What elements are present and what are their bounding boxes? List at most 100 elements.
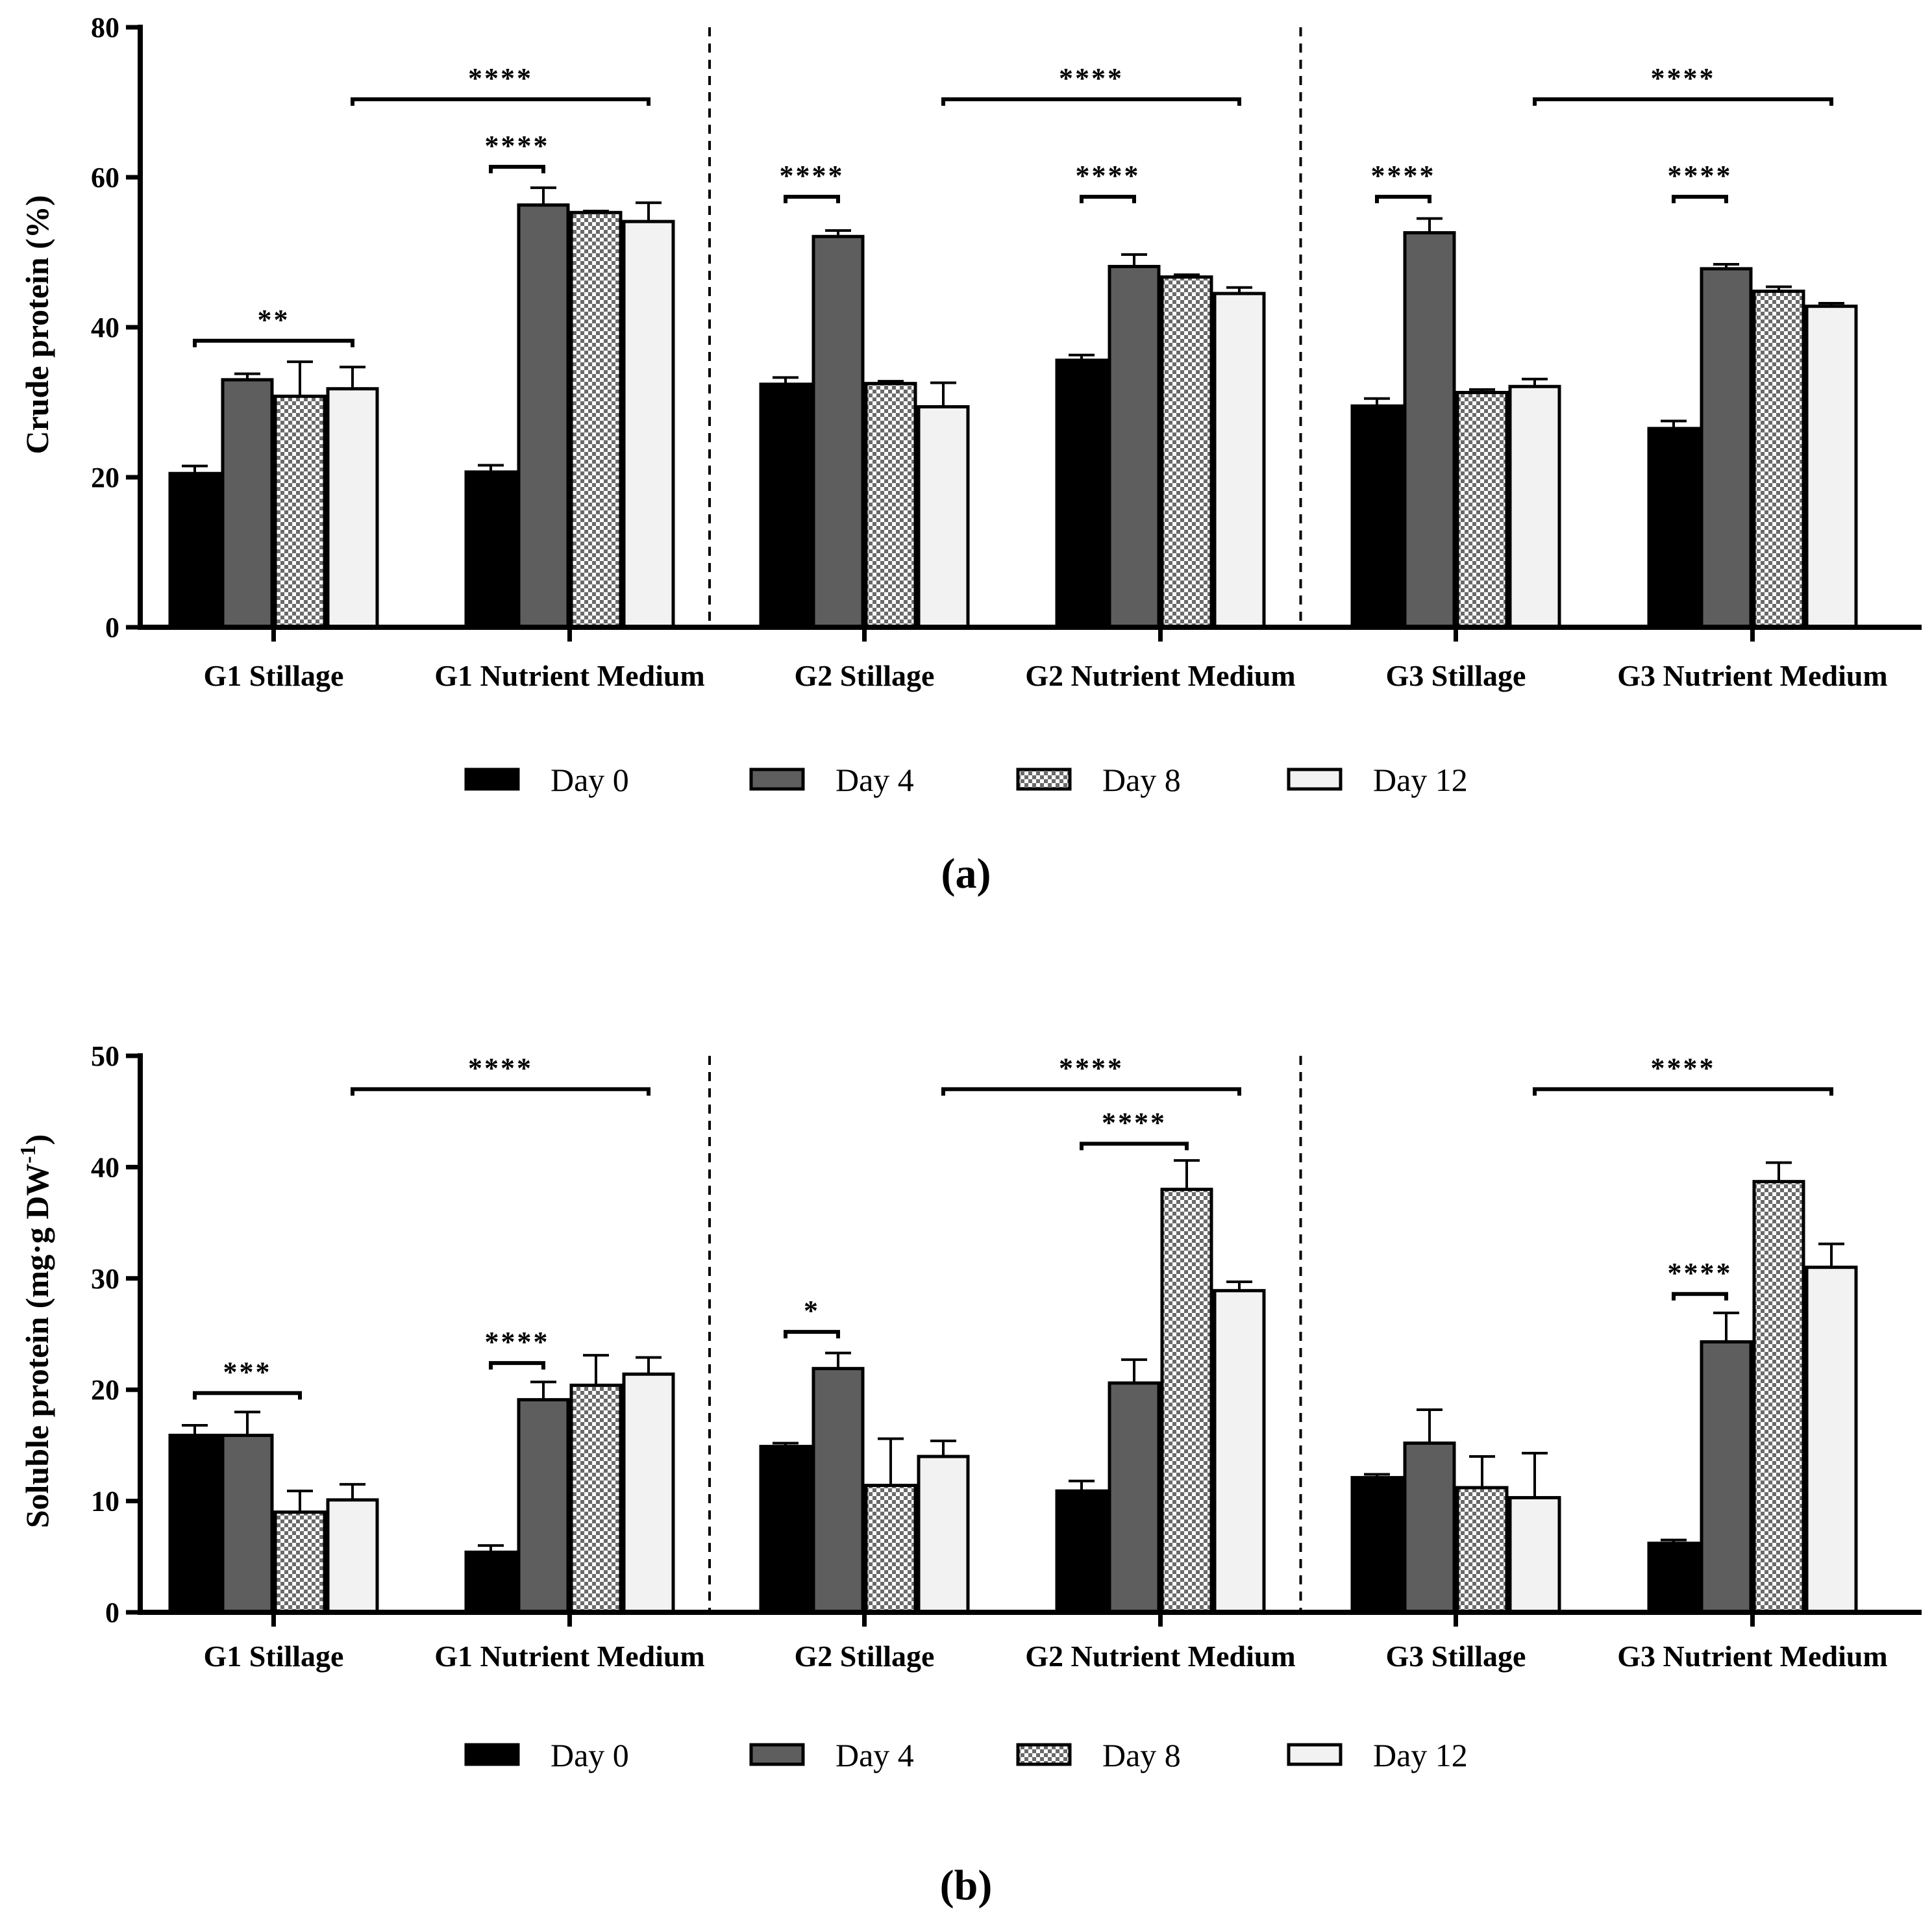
x-category-label: G1 Stillage: [204, 1640, 344, 1673]
y-tick-label: 80: [91, 12, 119, 44]
bar-day12-1-a: [326, 387, 379, 629]
legend-b-swatch-day12: [1287, 1743, 1343, 1766]
significance-label: ****: [485, 1326, 550, 1358]
legend-label-day0: Day 0: [551, 762, 629, 798]
legend-b-swatch-day0: [464, 1743, 520, 1766]
significance-label: ****: [485, 130, 550, 162]
bar-day4-5-a: [1403, 231, 1456, 629]
significance-label: *: [804, 1295, 820, 1327]
bar-day12-6-a: [1805, 305, 1858, 629]
x-category-label: G2 Nutrient Medium: [1025, 1640, 1296, 1673]
panel-a-plot-area: 0 20 40 60 80 G1 Stillage G1 Nutrient Medium G2…: [91, 12, 1922, 692]
x-category-label: G1 Nutrient Medium: [434, 1640, 705, 1673]
bar-day4-1-a: [221, 378, 274, 629]
panel-b-y-axis-label: Soluble protein (mg·g DW-1): [16, 1134, 55, 1529]
y-tick-label: 40: [91, 1151, 119, 1183]
bar-day12-3-b: [917, 1455, 970, 1614]
bar-day8-6-b: [1752, 1180, 1805, 1614]
y-tick-label: 50: [91, 1040, 119, 1072]
panel-a-label: (a): [941, 850, 991, 897]
legend-b-swatch-day4: [749, 1743, 805, 1766]
bar-day4-2-b: [517, 1398, 570, 1614]
y-tick-label: 30: [91, 1263, 119, 1295]
significance-bracket: [1672, 1292, 1728, 1301]
bar-day8-4-a: [1160, 275, 1213, 629]
bar-day4-2-a: [517, 203, 570, 629]
bar-day0-2-a: [464, 470, 517, 629]
panel-b-y-axis-label-main: Soluble protein (mg·g DW: [19, 1164, 55, 1529]
panel-b-plot-area: 0 10 20 30 40 50 G1 Stillage G1 Nutrient Medium…: [91, 1040, 1922, 1673]
significance-bracket: [1533, 1087, 1833, 1096]
bar-day12-4-a: [1213, 292, 1266, 629]
bar-day12-2-b: [622, 1372, 675, 1614]
legend-swatch-day0: [464, 768, 520, 791]
y-tick-label: 0: [105, 1597, 119, 1629]
significance-bracket: [1375, 195, 1431, 204]
significance-label: ****: [1059, 1052, 1124, 1084]
x-category-label: G2 Stillage: [795, 1640, 935, 1673]
bar-day4-1-b: [221, 1433, 274, 1614]
bar-day4-5-b: [1403, 1441, 1456, 1614]
bar-day8-1-a: [273, 394, 327, 629]
bar-day8-5-b: [1455, 1486, 1509, 1614]
bar-day4-6-b: [1700, 1340, 1753, 1614]
significance-bracket: [193, 1391, 302, 1400]
x-category-label: G2 Stillage: [795, 659, 935, 692]
significance-label: ***: [223, 1356, 272, 1388]
bar-day0-3-a: [759, 382, 812, 629]
significance-label: ****: [468, 1052, 533, 1084]
significance-bracket: [941, 97, 1241, 106]
significance-label: ****: [1076, 160, 1141, 192]
panel-b-y-axis-label-sup: -1: [16, 1145, 40, 1163]
significance-bracket: [1533, 97, 1833, 106]
significance-bracket: [1080, 195, 1136, 204]
bar-day12-5-b: [1508, 1495, 1561, 1614]
significance-label: ****: [468, 62, 533, 94]
significance-label: ****: [1668, 1257, 1733, 1289]
x-category-label: G1 Nutrient Medium: [434, 659, 705, 692]
x-category-label: G3 Nutrient Medium: [1617, 659, 1888, 692]
bar-day4-4-b: [1108, 1381, 1161, 1614]
significance-label: ****: [1059, 62, 1124, 94]
bar-day8-3-b: [864, 1484, 917, 1614]
panel-b-label: (b): [940, 1862, 993, 1909]
bar-day0-1-a: [168, 471, 221, 629]
panel-b-y-axis-label-close: ): [19, 1134, 55, 1145]
x-category-label: G1 Stillage: [204, 659, 344, 692]
x-category-label: G3 Stillage: [1386, 659, 1526, 692]
bar-day4-6-a: [1700, 267, 1753, 629]
legend-label-day12: Day 12: [1373, 762, 1468, 798]
bar-day0-6-b: [1647, 1542, 1700, 1614]
y-tick-label: 60: [91, 162, 119, 194]
significance-bracket: [784, 195, 840, 204]
significance-bracket: [489, 164, 545, 173]
legend-swatch-day4: [749, 768, 805, 791]
significance-bracket: [941, 1087, 1241, 1096]
legend-swatch-day8: [1016, 768, 1072, 791]
panel-a-y-axis-title: Crude protein (%): [19, 195, 55, 454]
significance-label: ****: [780, 160, 845, 192]
x-category-label: G3 Stillage: [1386, 1640, 1526, 1673]
y-tick-label: 20: [91, 462, 119, 493]
bar-day0-2-b: [464, 1550, 517, 1614]
bar-day8-4-b: [1160, 1188, 1213, 1614]
legend-b-label-day8: Day 8: [1102, 1737, 1181, 1773]
significance-label: ****: [1651, 62, 1716, 94]
bar-day8-2-a: [569, 210, 623, 629]
legend-swatch-day12: [1287, 768, 1343, 791]
bar-day0-3-b: [759, 1445, 812, 1614]
bar-day12-3-a: [917, 405, 970, 629]
bar-day12-2-a: [622, 219, 675, 629]
panel-b-legend: Day 0 Day 4 Day 8 Day 12: [464, 1737, 1468, 1773]
significance-label: ****: [1102, 1106, 1167, 1138]
legend-b-label-day12: Day 12: [1373, 1737, 1468, 1773]
significance-label: ****: [1651, 1052, 1716, 1084]
y-tick-label: 40: [91, 312, 119, 344]
significance-bracket: [784, 1330, 840, 1339]
bar-day8-1-b: [273, 1510, 327, 1614]
bar-day12-4-b: [1213, 1289, 1266, 1614]
legend-label-day4: Day 4: [836, 762, 914, 798]
significance-bracket: [489, 1361, 545, 1370]
legend-b-label-day4: Day 4: [836, 1737, 914, 1773]
